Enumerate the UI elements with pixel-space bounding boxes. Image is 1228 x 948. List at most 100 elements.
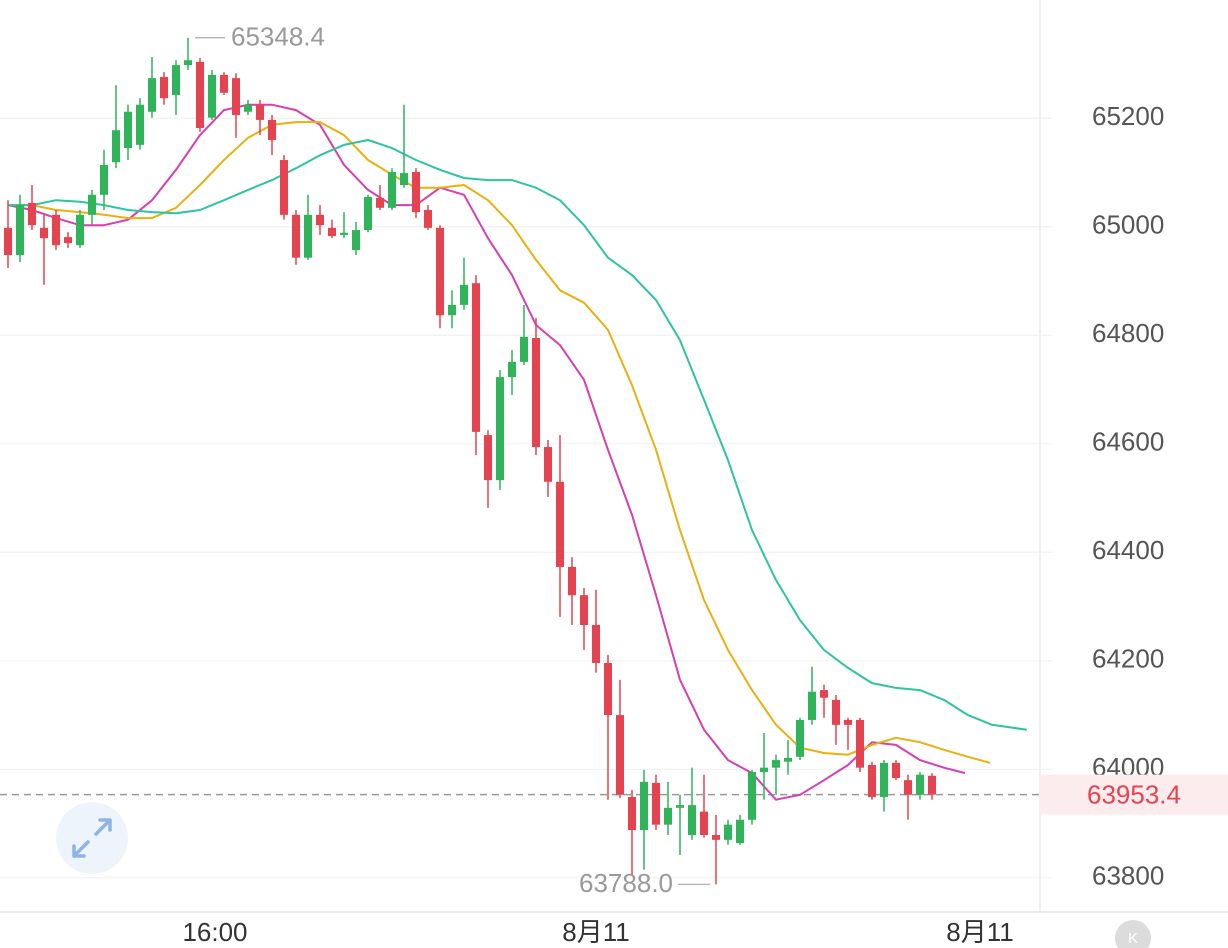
candle-body — [916, 774, 924, 795]
candle-body — [64, 237, 72, 244]
candle-body — [112, 130, 120, 163]
y-tick-label: 65200 — [1092, 101, 1164, 131]
candle-body — [772, 760, 780, 768]
candle-body — [124, 111, 132, 149]
candle-body — [196, 61, 204, 129]
candle-body — [796, 719, 804, 757]
candle-body — [580, 595, 588, 625]
y-tick-label: 64800 — [1092, 318, 1164, 348]
candle-body — [304, 214, 312, 258]
candle-body — [280, 160, 288, 215]
candle-body — [472, 283, 480, 432]
candle-body — [232, 78, 240, 116]
candle-body — [220, 74, 228, 93]
candle-body — [808, 691, 816, 720]
max-label: 65348.4 — [231, 22, 325, 52]
price-tag-bg — [1040, 774, 1228, 815]
candle-body — [724, 824, 732, 840]
x-tick-label: 8月11 — [946, 917, 1013, 947]
y-tick-label: 64600 — [1092, 427, 1164, 457]
candle-body — [244, 104, 252, 112]
expand-button[interactable] — [56, 802, 128, 874]
candle-body — [160, 77, 168, 99]
candle-body — [880, 762, 888, 797]
ma-line — [8, 139, 1027, 731]
candle-body — [544, 447, 552, 482]
candle-body — [532, 337, 540, 448]
candle-body — [820, 690, 828, 698]
price-tag-label: 63953.4 — [1087, 779, 1181, 809]
candle-body — [676, 805, 684, 808]
candle-body — [268, 119, 276, 140]
y-tick-label: 63800 — [1092, 861, 1164, 891]
candle-body — [412, 171, 420, 213]
candle-body — [784, 757, 792, 762]
candle-body — [628, 796, 636, 831]
candle-body — [868, 764, 876, 797]
candle-body — [316, 214, 324, 226]
candle-body — [352, 230, 360, 251]
candle-body — [568, 566, 576, 596]
candle-body — [712, 834, 720, 840]
k-button-label[interactable]: K — [1128, 930, 1138, 947]
candle-body — [748, 772, 756, 820]
candle-body — [700, 811, 708, 835]
candle-body — [832, 699, 840, 725]
x-tick-label: 8月11 — [562, 917, 629, 947]
candle-body — [4, 227, 12, 255]
candle-body — [556, 481, 564, 567]
candle-body — [640, 781, 648, 831]
candle-body — [460, 284, 468, 305]
candle-body — [856, 719, 864, 768]
candle-body — [136, 104, 144, 145]
candle-body — [520, 336, 528, 362]
candle-body — [184, 60, 192, 66]
candle-body — [892, 762, 900, 778]
y-tick-label: 64400 — [1092, 535, 1164, 565]
candle-body — [16, 205, 24, 255]
candle-body — [736, 819, 744, 844]
candle-body — [664, 807, 672, 825]
candle-body — [340, 232, 348, 235]
candle-body — [904, 780, 912, 795]
candle-body — [844, 719, 852, 725]
candle-body — [652, 782, 660, 825]
candle-body — [292, 214, 300, 258]
candle-body — [88, 194, 96, 215]
ma-line — [8, 121, 991, 764]
candle-body — [436, 227, 444, 316]
min-label: 63788.0 — [579, 868, 673, 898]
candle-body — [364, 196, 372, 231]
candle-body — [52, 214, 60, 246]
candle-body — [148, 78, 156, 112]
expand-icon[interactable] — [72, 818, 112, 858]
candle-body — [592, 624, 600, 663]
candle-body — [688, 805, 696, 835]
candle-body — [928, 775, 936, 795]
expand-button-bg[interactable] — [56, 802, 128, 874]
candle-body — [496, 377, 504, 481]
x-tick-label: 16:00 — [182, 917, 247, 947]
y-tick-label: 65000 — [1092, 210, 1164, 240]
candle-body — [760, 767, 768, 773]
candle-body — [28, 202, 36, 226]
candle-body — [424, 209, 432, 228]
y-tick-label: 64200 — [1092, 644, 1164, 674]
candle-body — [100, 164, 108, 195]
candle-body — [40, 227, 48, 239]
candle-body — [328, 227, 336, 237]
candle-body — [616, 715, 624, 795]
candle-body — [76, 214, 84, 246]
candle-body — [508, 361, 516, 378]
ma-line — [7, 103, 966, 801]
candle-body — [208, 74, 216, 118]
k-button[interactable] — [1115, 920, 1151, 948]
candle-body — [448, 304, 456, 316]
candle-body — [172, 65, 180, 95]
candle-body — [256, 104, 264, 120]
candle-body — [604, 662, 612, 716]
candle-body — [376, 198, 384, 208]
candle-body — [400, 173, 408, 186]
